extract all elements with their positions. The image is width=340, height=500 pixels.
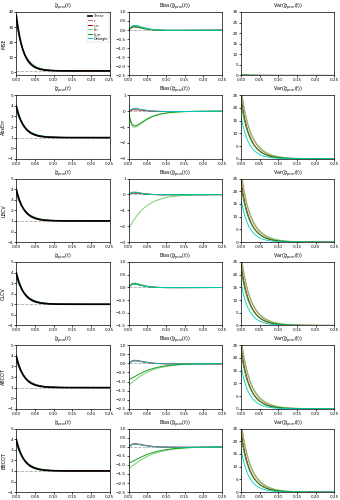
Title: $\mathrm{Bias}(\hat{g}_{pcor}(t))$: $\mathrm{Bias}(\hat{g}_{pcor}(t))$ — [159, 418, 191, 428]
Title: $\hat{g}_{pcor}(t)$: $\hat{g}_{pcor}(t)$ — [54, 84, 72, 96]
Y-axis label: ABCOT: ABCOT — [1, 368, 6, 386]
Title: $\mathrm{Bias}(\hat{g}_{pcor}(t))$: $\mathrm{Bias}(\hat{g}_{pcor}(t))$ — [159, 251, 191, 262]
Y-axis label: BBCOT: BBCOT — [1, 452, 6, 468]
Title: $\mathrm{Var}(\hat{g}_{pcor}(t))$: $\mathrm{Var}(\hat{g}_{pcor}(t))$ — [273, 334, 303, 345]
Y-axis label: AbsErr: AbsErr — [1, 119, 6, 135]
Title: $\hat{g}_{pcor}(t)$: $\hat{g}_{pcor}(t)$ — [54, 168, 72, 178]
Legend: Theor, r, r_n, hn, h_m, Delaigle: Theor, r, r_n, hn, h_m, Delaigle — [87, 13, 108, 42]
Y-axis label: LBCV: LBCV — [1, 204, 6, 216]
Title: $\mathrm{Bias}(\hat{g}_{pcor}(t))$: $\mathrm{Bias}(\hat{g}_{pcor}(t))$ — [159, 84, 191, 96]
Title: $\hat{g}_{pcor}(t)$: $\hat{g}_{pcor}(t)$ — [54, 251, 72, 262]
Title: $\mathrm{Bias}(\hat{g}_{pcor}(t))$: $\mathrm{Bias}(\hat{g}_{pcor}(t))$ — [159, 168, 191, 178]
Title: $\mathrm{Var}(\hat{g}_{pcor}(t))$: $\mathrm{Var}(\hat{g}_{pcor}(t))$ — [273, 418, 303, 428]
Title: $\mathrm{Var}(\hat{g}_{pcor}(t))$: $\mathrm{Var}(\hat{g}_{pcor}(t))$ — [273, 84, 303, 96]
Title: $\mathrm{Bias}(\hat{g}_{pcor}(t))$: $\mathrm{Bias}(\hat{g}_{pcor}(t))$ — [159, 1, 191, 12]
Title: $\hat{g}_{pcor}(t)$: $\hat{g}_{pcor}(t)$ — [54, 1, 72, 12]
Title: $\mathrm{Var}(\hat{g}_{pcor}(t))$: $\mathrm{Var}(\hat{g}_{pcor}(t))$ — [273, 168, 303, 178]
Title: $\mathrm{Var}(\hat{g}_{pcor}(t))$: $\mathrm{Var}(\hat{g}_{pcor}(t))$ — [273, 1, 303, 12]
Y-axis label: MSE: MSE — [2, 38, 7, 49]
Title: $\hat{g}_{pcor}(t)$: $\hat{g}_{pcor}(t)$ — [54, 334, 72, 345]
Y-axis label: CLCV: CLCV — [1, 287, 6, 300]
Title: $\hat{g}_{pcor}(t)$: $\hat{g}_{pcor}(t)$ — [54, 418, 72, 428]
Title: $\mathrm{Bias}(\hat{g}_{pcor}(t))$: $\mathrm{Bias}(\hat{g}_{pcor}(t))$ — [159, 334, 191, 345]
Title: $\mathrm{Var}(\hat{g}_{pcor}(t))$: $\mathrm{Var}(\hat{g}_{pcor}(t))$ — [273, 251, 303, 262]
